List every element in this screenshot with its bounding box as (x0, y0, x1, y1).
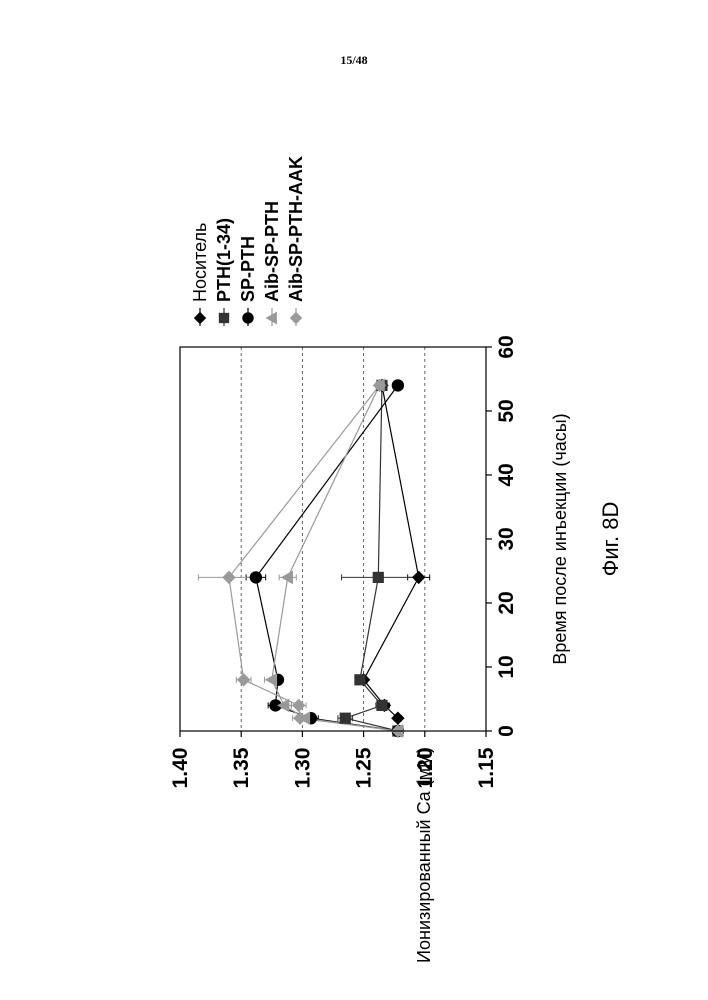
legend-label: PTH(1-34) (214, 218, 234, 302)
series-lines (229, 385, 419, 731)
x-tick-label: 30 (495, 527, 518, 550)
data-point (340, 713, 350, 723)
x-tick-label: 50 (495, 399, 518, 422)
data-point (243, 313, 253, 323)
x-tick-label: 20 (495, 591, 518, 614)
y-tick-label: 1.40 (169, 748, 192, 789)
x-axis-title: Время после инъекции (часы) (550, 413, 570, 664)
series-line (345, 385, 398, 731)
y-tick-label: 1.30 (291, 748, 314, 789)
data-point (266, 674, 277, 686)
data-point (250, 572, 261, 583)
data-point (223, 571, 235, 583)
figure-caption: Фиг. 8D (598, 502, 623, 577)
legend-label: SP-PTH (238, 236, 258, 302)
x-tick-label: 10 (495, 655, 518, 678)
series-line (364, 385, 419, 731)
legend-label: Aib-SP-PTH-AAK (286, 156, 306, 302)
data-point (294, 712, 306, 724)
data-point (219, 313, 228, 322)
data-point (413, 571, 425, 583)
data-point (238, 674, 250, 686)
y-axis-title: Ионизированный Ca (мМ) (414, 747, 434, 963)
error-bars (198, 382, 429, 734)
legend: НосительPTH(1-34)SP-PTHAib-SP-PTHAib-SP-… (190, 156, 306, 326)
x-tick-label: 40 (495, 463, 518, 486)
grid-lines (241, 347, 425, 731)
legend-label: Aib-SP-PTH (262, 201, 282, 302)
data-point (377, 700, 387, 710)
legend-label: Носитель (190, 223, 210, 302)
y-tick-label: 1.15 (475, 747, 498, 788)
data-point (373, 572, 383, 582)
x-tick-label: 60 (495, 335, 518, 358)
y-tick-label: 1.25 (353, 747, 376, 788)
data-point (293, 699, 305, 711)
data-point (195, 313, 206, 324)
y-tick-label: 1.35 (230, 747, 253, 788)
data-point (291, 313, 302, 324)
plot-frame (180, 347, 486, 731)
data-point (392, 380, 403, 391)
series-line (229, 385, 398, 731)
x-tick-label: 0 (495, 725, 518, 737)
series-markers (223, 379, 425, 737)
data-point (355, 675, 365, 685)
